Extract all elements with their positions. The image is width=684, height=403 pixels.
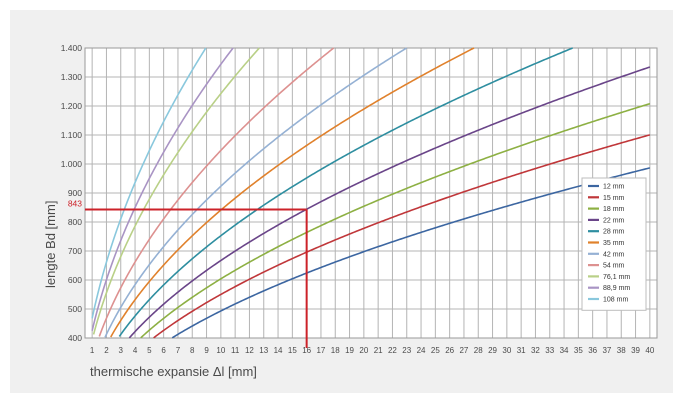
annotation-label: 843: [68, 199, 82, 209]
legend-label: 76,1 mm: [603, 274, 630, 281]
chart-panel: 843 1 2 3 4 5 6 7 8 9 10 11 12 13 14 15 16 17 18 19 20 21 22 2…: [10, 10, 673, 393]
x-tick-label: 33: [545, 346, 554, 355]
x-tick-label: 36: [588, 346, 597, 355]
x-tick-label: 26: [445, 346, 454, 355]
x-tick-label: 16: [302, 346, 311, 355]
x-tick-label: 7: [176, 346, 181, 355]
x-tick-label: 20: [359, 346, 368, 355]
series-line-12-mm: [171, 167, 651, 339]
x-tick-label: 40: [645, 346, 654, 355]
x-tick-label: 4: [133, 346, 138, 355]
y-tick-label: 1.200: [61, 101, 83, 111]
x-tick-label: 2: [104, 346, 109, 355]
x-tick-label: 14: [274, 346, 283, 355]
x-tick-label: 30: [502, 346, 511, 355]
legend-label: 54 mm: [603, 263, 625, 270]
legend-label: 35 mm: [603, 240, 625, 247]
plot-border: [84, 47, 658, 339]
x-tick-label: 9: [204, 346, 209, 355]
x-axis-title: thermische expansie Δl [mm]: [90, 364, 257, 379]
curves: [91, 47, 651, 339]
x-tick-label: 21: [374, 346, 383, 355]
series-line-18-mm: [140, 102, 651, 339]
legend-label: 22 mm: [603, 217, 625, 224]
y-tick-label: 1.300: [61, 72, 83, 82]
y-tick-label: 500: [68, 304, 82, 314]
series-line-28-mm: [118, 47, 573, 337]
series-line-76-1-mm: [92, 47, 260, 335]
legend-label: 108 mm: [603, 297, 628, 304]
x-tick-label: 1: [90, 346, 95, 355]
x-tick-label: 29: [488, 346, 497, 355]
series-line-22-mm: [128, 66, 651, 339]
x-tick-label: 31: [517, 346, 526, 355]
chart: 843 1 2 3 4 5 6 7 8 9 10 11 12 13 14 15 16 17 18 19 20 21 22 2…: [43, 43, 658, 379]
legend-label: 12 mm: [603, 184, 625, 191]
legend: 12 mm 15 mm 18 mm 22 mm 28 mm 35 mm 42 mm 54 mm…: [581, 177, 647, 311]
series-line-108-mm: [91, 47, 207, 319]
x-tick-label: 5: [147, 346, 152, 355]
legend-label: 42 mm: [603, 251, 625, 258]
x-tick-label: 28: [474, 346, 483, 355]
x-tick-label: 10: [216, 346, 225, 355]
x-tick-label: 37: [602, 346, 611, 355]
x-tick-label: 15: [288, 346, 297, 355]
y-axis-title: lengte Bd [mm]: [43, 201, 58, 288]
y-tick-label: 1.400: [61, 43, 83, 53]
x-tick-labels: 1 2 3 4 5 6 7 8 9 10 11 12 13 14 15 16 17 18 19 20 21 22 23 24 2…: [90, 346, 655, 355]
y-tick-label: 700: [68, 246, 82, 256]
y-tick-labels: 400 500 600 700 800 900 1.000 1.100 1.200 1.300 1.…: [61, 43, 83, 343]
x-tick-label: 35: [574, 346, 583, 355]
x-tick-label: 38: [617, 346, 626, 355]
y-tick-label: 900: [68, 188, 82, 198]
x-tick-label: 39: [631, 346, 640, 355]
legend-label: 88,9 mm: [603, 285, 630, 292]
x-tick-label: 6: [161, 346, 166, 355]
legend-label: 28 mm: [603, 229, 625, 236]
x-tick-label: 12: [245, 346, 254, 355]
y-tick-label: 1.000: [61, 159, 83, 169]
x-tick-label: 34: [560, 346, 569, 355]
x-tick-label: 8: [190, 346, 195, 355]
series-line-42-mm: [104, 47, 407, 338]
grid: [84, 47, 658, 339]
x-tick-label: 25: [431, 346, 440, 355]
x-tick-label: 19: [345, 346, 354, 355]
y-tick-label: 800: [68, 217, 82, 227]
x-tick-label: 32: [531, 346, 540, 355]
annotation: 843: [68, 199, 308, 348]
x-tick-label: 27: [459, 346, 468, 355]
series-line-15-mm: [153, 134, 651, 339]
x-tick-label: 11: [231, 346, 240, 355]
y-tick-label: 400: [68, 333, 82, 343]
x-tick-label: 24: [417, 346, 426, 355]
y-tick-label: 600: [68, 275, 82, 285]
legend-label: 15 mm: [603, 195, 625, 202]
x-tick-label: 23: [402, 346, 411, 355]
x-tick-label: 17: [316, 346, 325, 355]
x-tick-label: 22: [388, 346, 397, 355]
x-tick-label: 18: [331, 346, 340, 355]
series-line-88-9-mm: [91, 47, 234, 331]
series-line-35-mm: [110, 47, 475, 338]
legend-label: 18 mm: [603, 206, 625, 213]
x-tick-label: 3: [119, 346, 124, 355]
y-tick-label: 1.100: [61, 130, 83, 140]
series-line-54-mm: [98, 47, 335, 337]
x-tick-label: 13: [259, 346, 268, 355]
